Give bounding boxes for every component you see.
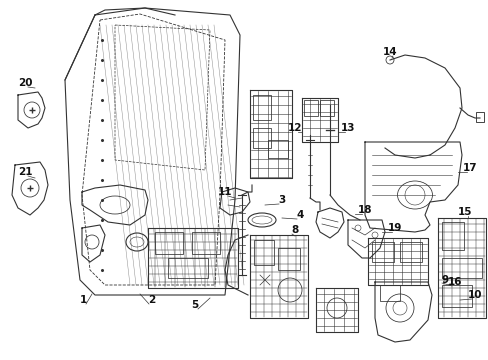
Bar xyxy=(253,240,273,265)
Text: 14: 14 xyxy=(382,47,397,57)
Bar xyxy=(155,232,183,254)
Bar xyxy=(267,140,287,158)
Text: 9: 9 xyxy=(441,275,447,285)
Bar xyxy=(441,222,463,250)
Text: 4: 4 xyxy=(296,210,303,220)
Text: 17: 17 xyxy=(462,163,476,173)
Bar xyxy=(304,100,317,116)
Text: 10: 10 xyxy=(467,290,481,300)
Bar xyxy=(441,285,471,307)
Text: 19: 19 xyxy=(387,223,401,233)
Bar xyxy=(475,112,483,122)
Text: 11: 11 xyxy=(217,187,232,197)
Text: 16: 16 xyxy=(447,277,461,287)
Bar xyxy=(252,128,270,148)
Bar xyxy=(278,248,299,270)
Text: 1: 1 xyxy=(79,295,86,305)
Text: 12: 12 xyxy=(287,123,302,133)
Bar xyxy=(441,258,481,278)
Text: 13: 13 xyxy=(340,123,354,133)
Text: 8: 8 xyxy=(291,225,298,235)
Text: 15: 15 xyxy=(457,207,471,217)
Bar xyxy=(252,95,270,120)
Text: 20: 20 xyxy=(18,78,32,88)
Text: 21: 21 xyxy=(18,167,32,177)
Bar xyxy=(379,285,399,301)
Text: 5: 5 xyxy=(191,300,198,310)
Text: 2: 2 xyxy=(148,295,155,305)
Bar xyxy=(319,100,333,116)
Bar xyxy=(192,232,220,254)
Text: 3: 3 xyxy=(278,195,285,205)
Bar xyxy=(371,242,393,262)
Text: 18: 18 xyxy=(357,205,371,215)
Bar xyxy=(399,242,421,262)
Bar xyxy=(168,258,207,278)
